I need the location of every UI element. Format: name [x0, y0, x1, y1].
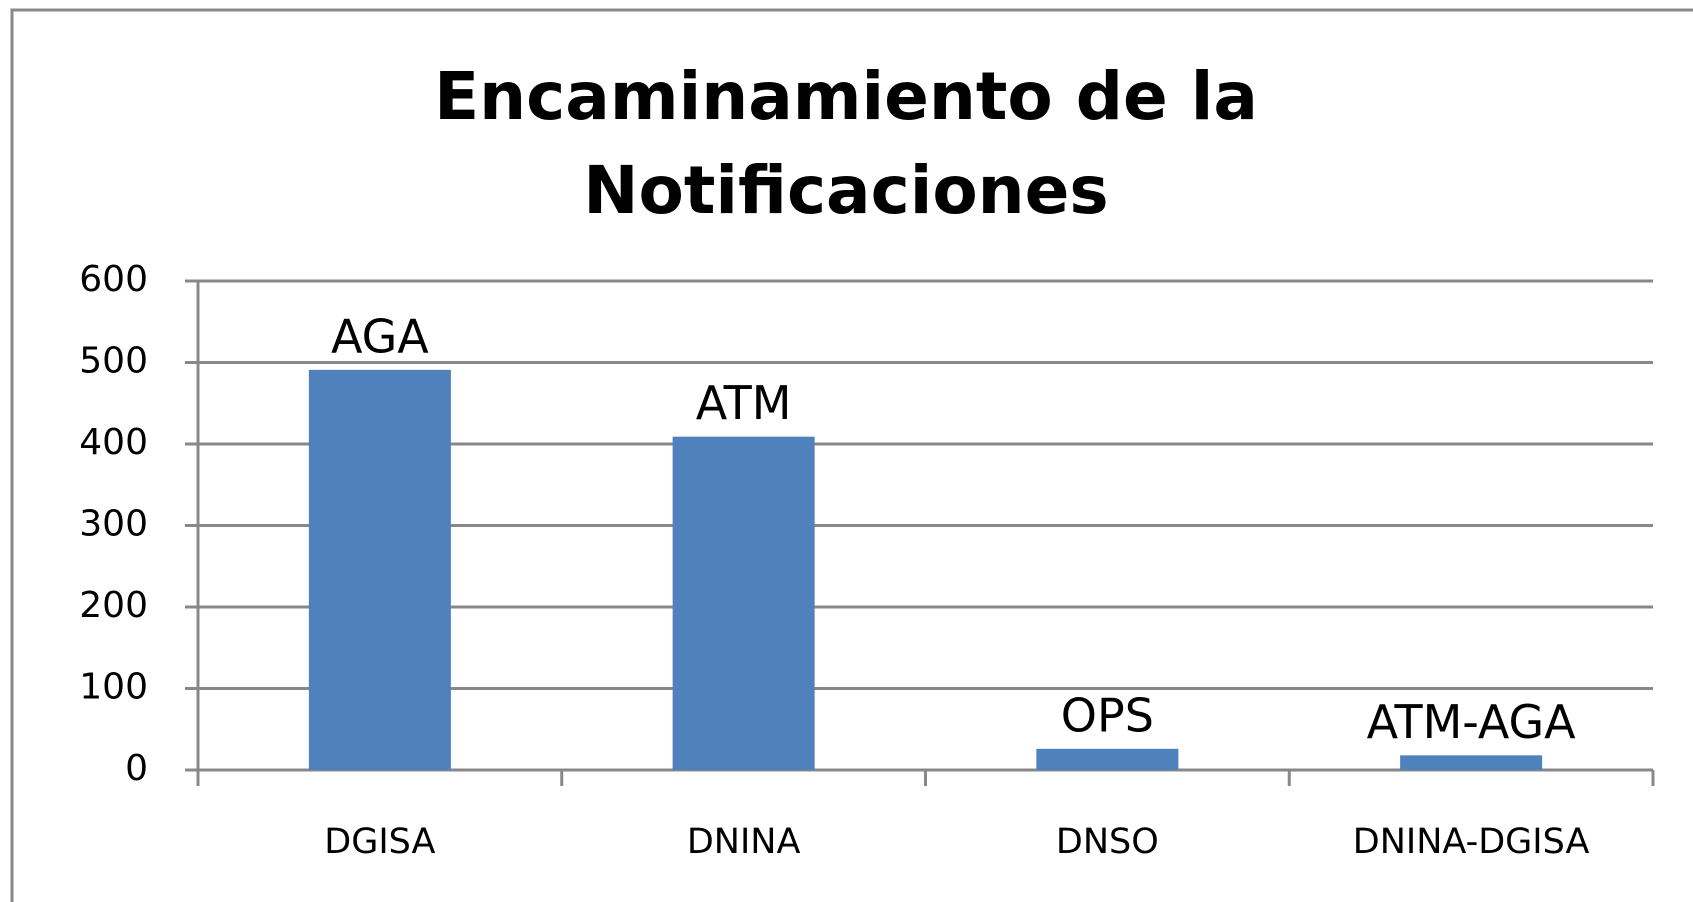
bar-annotation: AGA — [331, 309, 429, 363]
y-tick-label: 0 — [125, 748, 148, 789]
x-tick-label: DGISA — [324, 822, 435, 862]
y-tick-label: 300 — [79, 504, 148, 545]
x-tick-label: DNSO — [1056, 822, 1159, 862]
y-tick-label: 500 — [79, 341, 148, 382]
bar-annotation: ATM-AGA — [1367, 695, 1577, 749]
bar — [1036, 748, 1179, 770]
bar-annotation: OPS — [1061, 688, 1154, 742]
chart-title: Encaminamiento de la Notificaciones — [434, 58, 1258, 229]
bar — [1400, 755, 1543, 770]
chart-frame — [10, 8, 1693, 902]
bar — [672, 436, 815, 770]
y-tick-label: 100 — [79, 667, 148, 708]
y-tick-label: 200 — [79, 585, 148, 626]
bar-annotation: ATM — [696, 376, 792, 430]
y-tick-label: 400 — [79, 422, 148, 463]
bar — [308, 369, 451, 770]
y-tick-label: 600 — [79, 259, 148, 300]
x-tick-label: DNINA-DGISA — [1353, 822, 1590, 862]
x-tick-label: DNINA — [687, 822, 801, 862]
